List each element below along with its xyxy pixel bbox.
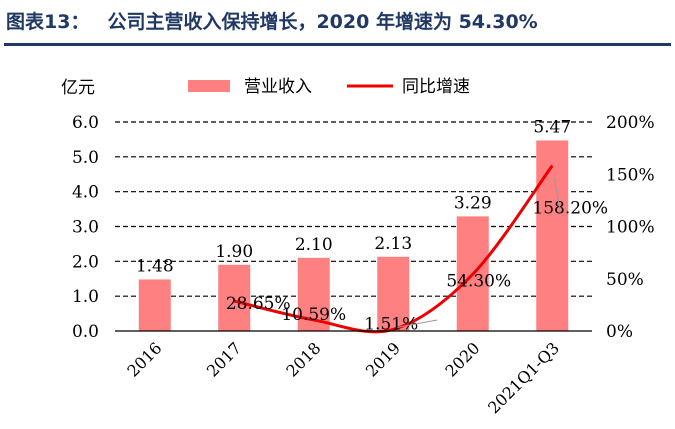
bar-value-label: 3.29 — [454, 193, 492, 213]
legend-line-label: 同比增速 — [402, 77, 470, 97]
legend-bar-swatch — [188, 80, 230, 92]
line-series — [233, 164, 554, 334]
x-axis-tick-label: 2018 — [282, 338, 324, 380]
legend: 营业收入 同比增速 — [188, 77, 470, 97]
label-leader-line — [553, 177, 561, 213]
x-axis-tick-label: 2019 — [362, 338, 404, 380]
left-axis-tick-label: 6.0 — [72, 113, 99, 133]
growth-rate-label: 158.20% — [532, 199, 608, 219]
legend-bar-label: 营业收入 — [244, 77, 312, 97]
growth-rate-label: 28.65% — [226, 294, 291, 314]
left-axis-tick-label: 3.0 — [72, 218, 99, 238]
bar — [536, 140, 569, 331]
left-axis-tick-label: 4.0 — [72, 183, 99, 203]
x-axis-tick-label: 2021Q1-Q3 — [484, 338, 563, 417]
left-axis-tick-label: 2.0 — [72, 252, 99, 272]
figure-label: 图表13： — [6, 11, 90, 33]
left-axis-tick-label: 0.0 — [72, 322, 99, 342]
right-axis-tick-label: 150% — [606, 165, 655, 185]
right-axis-tick-label: 100% — [606, 218, 655, 238]
bar — [377, 256, 410, 331]
left-axis-tick-label: 5.0 — [72, 148, 99, 168]
bar-value-label: 2.13 — [374, 234, 412, 254]
bar — [138, 279, 171, 331]
x-axis-tick-label: 2020 — [441, 338, 483, 380]
growth-rate-label: 54.30% — [446, 271, 511, 291]
growth-line — [233, 164, 554, 334]
bar-value-label: 1.90 — [215, 242, 253, 262]
figure-title: 图表13： 公司主营收入保持增长，2020 年增速为 54.30% — [6, 6, 669, 38]
title-divider — [4, 43, 671, 46]
bar — [218, 264, 251, 331]
bar-value-label: 5.47 — [533, 117, 571, 137]
gridlines — [115, 121, 592, 297]
x-axis-tick-label: 2016 — [123, 338, 165, 380]
bar-value-label: 1.48 — [136, 256, 174, 276]
right-axis-tick-label: 200% — [606, 113, 655, 133]
left-axis-unit-label: 亿元 — [61, 78, 95, 98]
bar-value-label: 2.10 — [295, 235, 333, 255]
growth-rate-label: 1.51% — [364, 314, 418, 334]
right-axis-tick-label: 50% — [606, 270, 644, 290]
left-axis-tick-label: 1.0 — [72, 287, 99, 307]
x-axis-tick-label: 2017 — [203, 338, 245, 380]
figure-title-text: 公司主营收入保持增长，2020 年增速为 54.30% — [107, 11, 538, 33]
growth-rate-label: 10.59% — [281, 305, 346, 325]
right-axis-tick-label: 0% — [606, 322, 633, 342]
label-leader-line — [397, 319, 438, 328]
data-labels: 1.48 1.90 2.10 2.13 3.29 5.47 28.65%10.59% 1.51… — [136, 117, 608, 334]
